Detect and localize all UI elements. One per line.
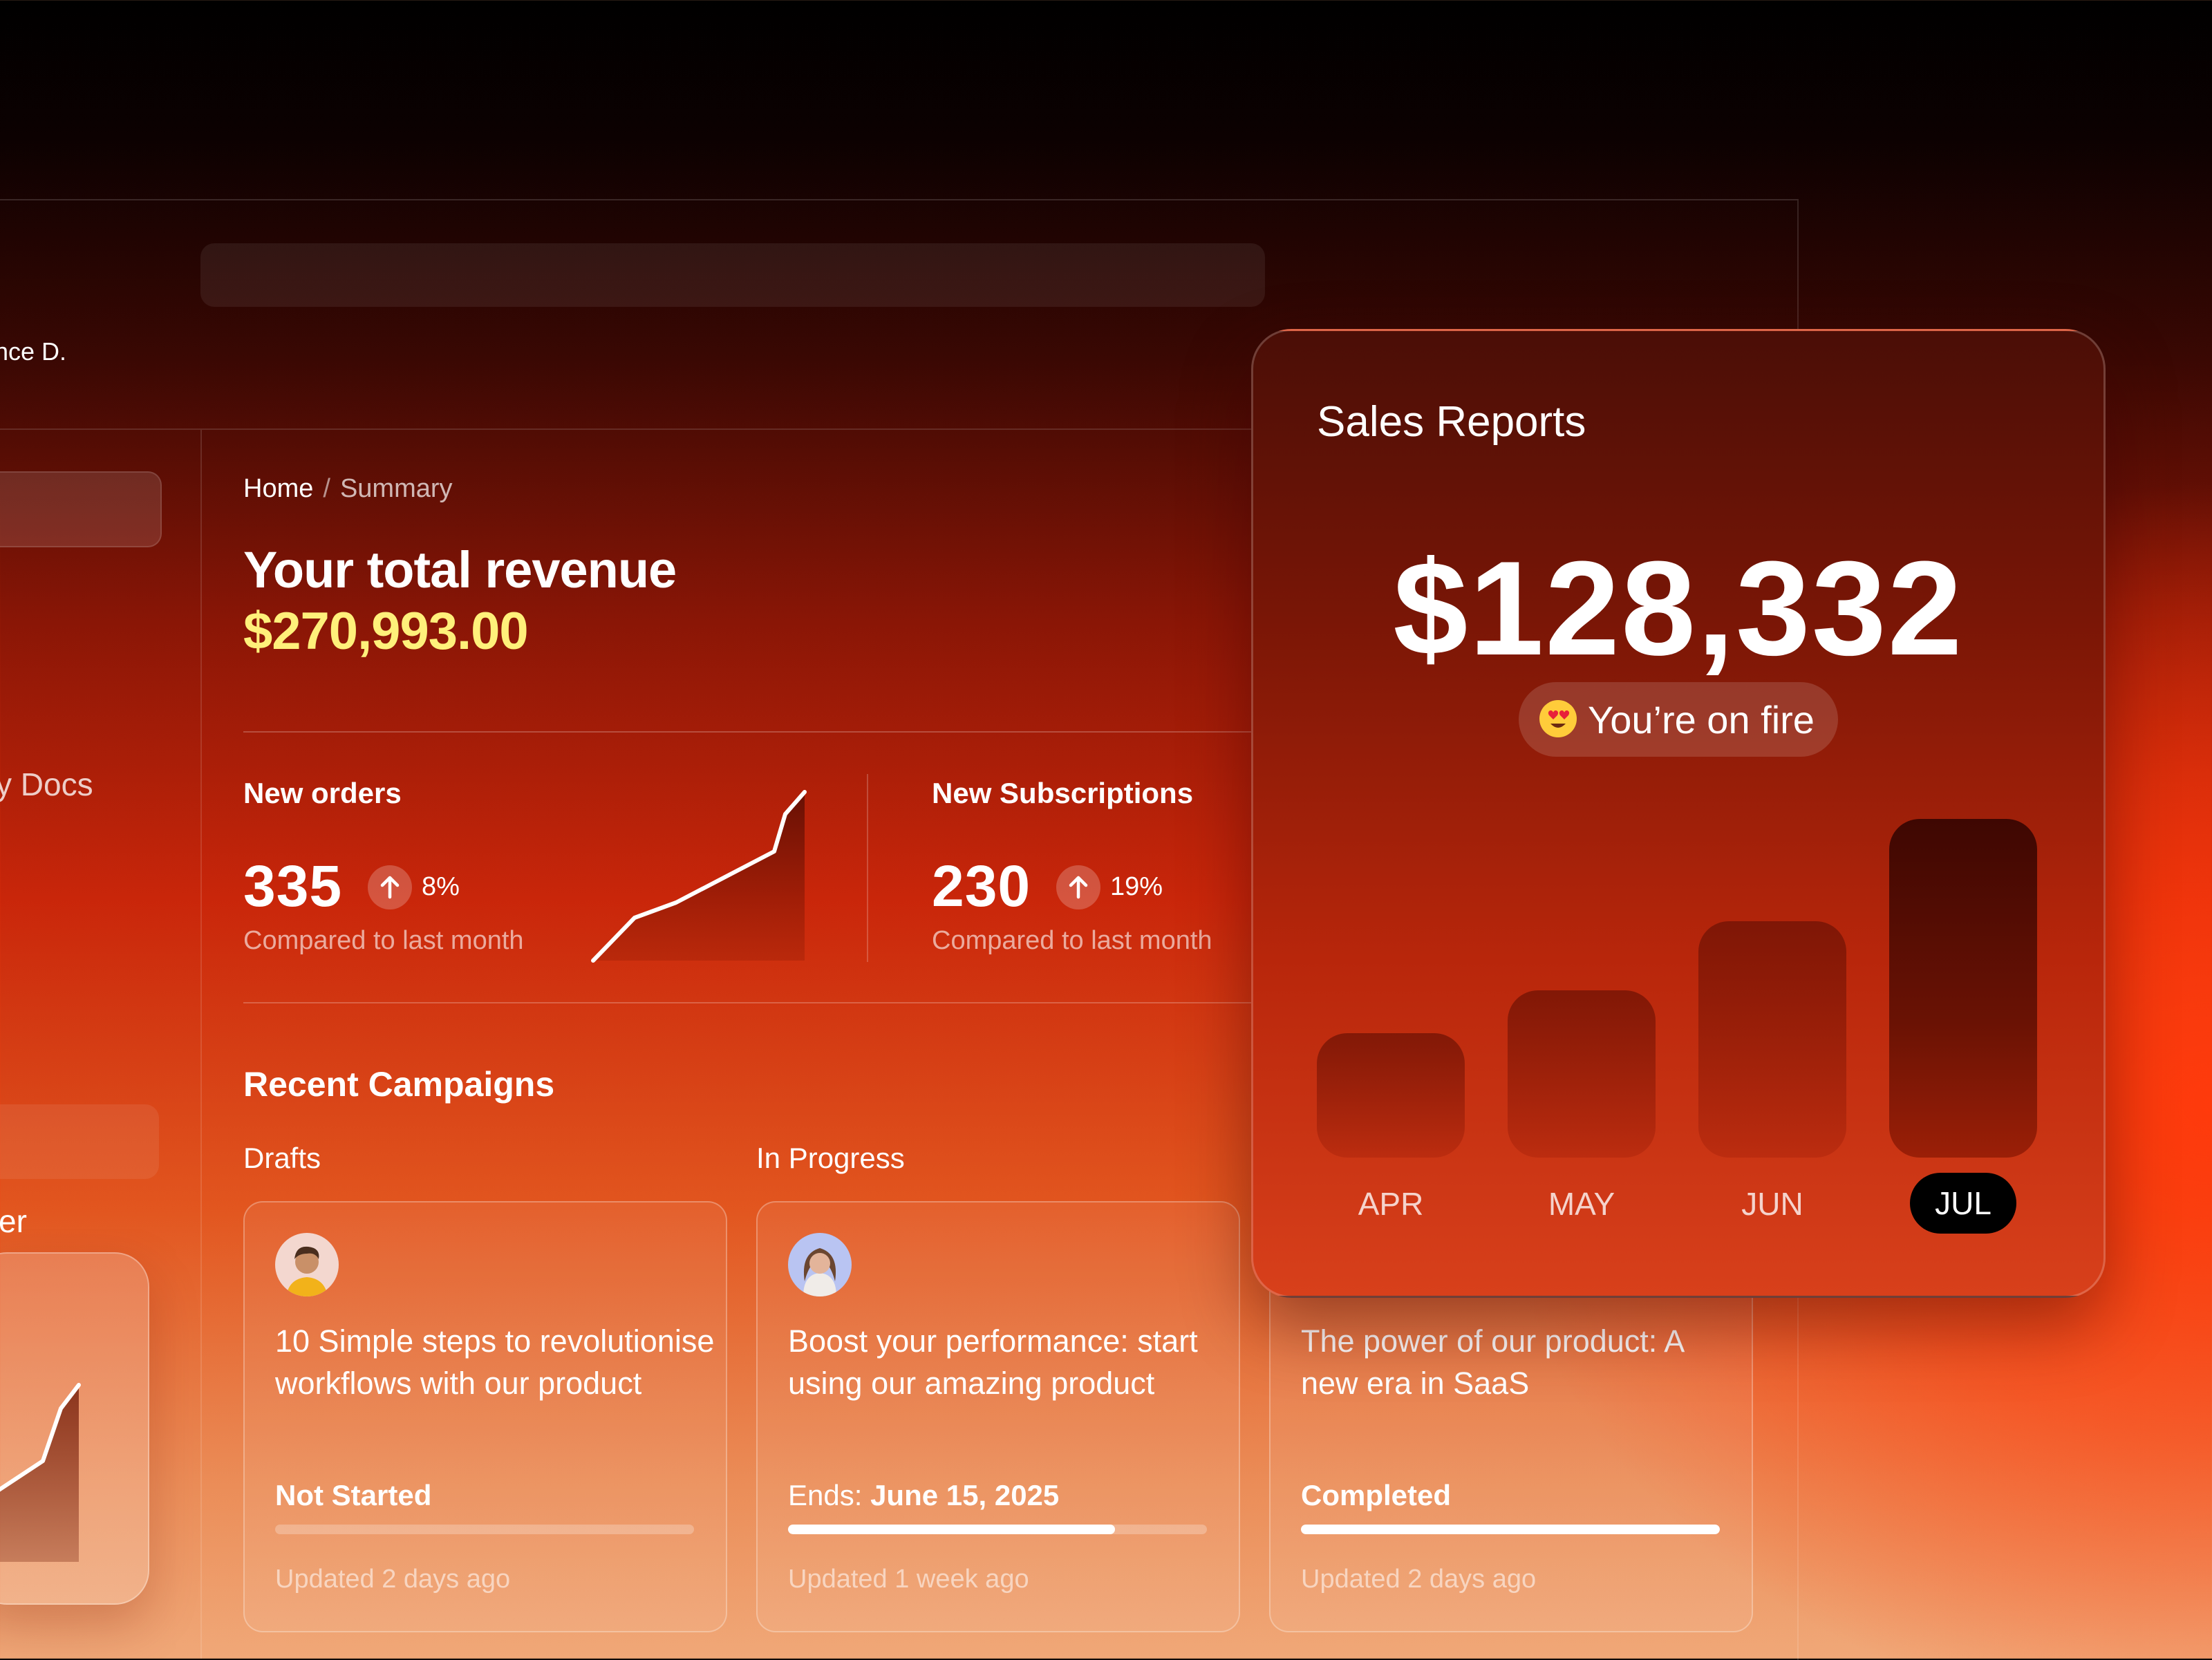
avatar (275, 1233, 339, 1296)
column-label-drafts: Drafts (243, 1142, 321, 1174)
campaign-title: 10 Simple steps to revolutionise workflo… (275, 1323, 715, 1401)
bar-apr (1317, 1033, 1465, 1158)
breadcrumb-current: Summary (339, 474, 453, 503)
header-divider (0, 428, 1797, 430)
new-orders-sparkline (591, 790, 807, 963)
bar-jun (1698, 921, 1846, 1158)
arrow-up-icon (1056, 865, 1100, 909)
campaign-status: Not Started (275, 1479, 432, 1511)
stat-divider (867, 774, 868, 962)
breadcrumb-separator: / (323, 474, 330, 503)
page-title: Your total revenue (243, 541, 677, 598)
month-label-jun[interactable]: JUN (1741, 1186, 1803, 1222)
sidebar-divider (200, 430, 202, 1659)
status-badge: You’re on fire (1519, 682, 1838, 757)
campaign-updated: Updated 2 days ago (275, 1565, 511, 1594)
avatar (788, 1233, 852, 1296)
sidebar-item-label[interactable]: er (0, 1203, 27, 1239)
stat-value-new-subscriptions: 230 (932, 853, 1031, 918)
stat-compare-new-subscriptions: Compared to last month (932, 926, 1212, 955)
divider (243, 1002, 1253, 1003)
stat-change-new-subscriptions: 19% (1110, 872, 1163, 901)
stat-label-new-orders: New orders (243, 777, 402, 809)
month-label-may[interactable]: MAY (1548, 1186, 1615, 1222)
campaign-card[interactable]: Boost your performance: start using our … (756, 1201, 1240, 1632)
campaign-end-date: June 15, 2025 (870, 1479, 1060, 1511)
user-name[interactable]: nce D. (0, 337, 67, 366)
bar-jul (1889, 819, 2037, 1158)
month-label-jul-selected[interactable]: JUL (1910, 1173, 2016, 1234)
campaign-updated: Updated 1 week ago (788, 1565, 1029, 1594)
sidebar-sparkline (0, 1383, 81, 1562)
total-revenue-value: $270,993.00 (243, 602, 529, 661)
campaign-status: Completed (1301, 1479, 1452, 1511)
stat-compare-new-orders: Compared to last month (243, 926, 524, 955)
recent-campaigns-title: Recent Campaigns (243, 1065, 555, 1104)
sales-report-value: $128,332 (1393, 534, 1964, 683)
arrow-up-icon (368, 865, 412, 909)
stat-value-new-orders: 335 (243, 853, 343, 918)
breadcrumb: Home / Summary (243, 474, 453, 504)
sales-report-card: Sales Reports $128,332 You’re on fire AP… (1251, 329, 2106, 1298)
breadcrumb-home[interactable]: Home (243, 474, 314, 503)
bar-may (1508, 990, 1656, 1158)
campaign-progress-bar (788, 1525, 1207, 1534)
divider (243, 731, 1253, 733)
sidebar-item-docs[interactable]: y Docs (0, 766, 93, 802)
campaign-progress-bar (275, 1525, 694, 1534)
campaign-card[interactable]: 10 Simple steps to revolutionise workflo… (243, 1201, 727, 1632)
sidebar-chart-card (0, 1252, 149, 1605)
campaign-progress-bar (1301, 1525, 1720, 1534)
stat-change-new-orders: 8% (422, 872, 460, 901)
search-bar[interactable] (200, 243, 1265, 307)
stat-label-new-subscriptions: New Subscriptions (932, 777, 1194, 809)
campaign-title: The power of our product: A new era in S… (1301, 1323, 1683, 1401)
campaign-status: Ends: June 15, 2025 (788, 1479, 1059, 1512)
month-label-apr[interactable]: APR (1358, 1186, 1424, 1222)
column-label-in-progress: In Progress (756, 1142, 905, 1174)
status-badge-text: You’re on fire (1588, 698, 1815, 742)
campaign-updated: Updated 2 days ago (1301, 1565, 1537, 1594)
campaign-title: Boost your performance: start using our … (788, 1323, 1198, 1401)
sidebar-item-highlight[interactable] (0, 1104, 159, 1179)
sidebar-search-input[interactable] (0, 471, 162, 547)
heart-eyes-emoji-icon (1539, 700, 1577, 737)
sales-report-title: Sales Reports (1317, 398, 1586, 446)
campaign-status-prefix: Ends: (788, 1479, 863, 1511)
